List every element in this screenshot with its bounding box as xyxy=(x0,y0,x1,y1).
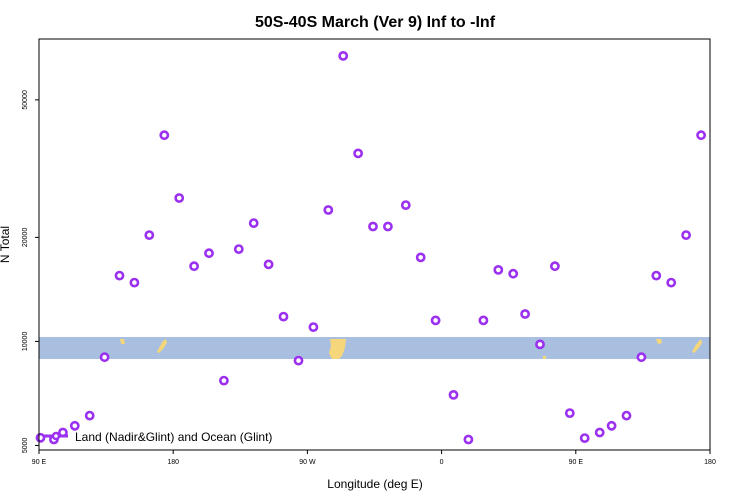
land-shape xyxy=(692,339,702,353)
data-point xyxy=(114,270,125,281)
data-point xyxy=(233,244,244,254)
data-point xyxy=(493,264,504,275)
y-tick-label: 5000 xyxy=(22,438,29,454)
data-point xyxy=(382,221,393,232)
y-tick-label: 50000 xyxy=(22,90,29,110)
data-point xyxy=(621,410,632,421)
data-point xyxy=(278,311,289,322)
plot-frame xyxy=(38,38,711,451)
data-point xyxy=(579,433,590,443)
data-point xyxy=(293,355,304,366)
land-shape xyxy=(120,339,125,344)
data-point xyxy=(189,261,199,272)
data-point xyxy=(636,352,647,363)
data-point xyxy=(308,322,319,332)
x-tick-label: 90 E xyxy=(32,459,47,466)
legend-point-marker xyxy=(51,431,61,441)
data-points xyxy=(35,51,706,445)
data-point xyxy=(218,375,229,386)
y-axis-label: N Total xyxy=(0,226,12,263)
land-shape xyxy=(543,356,546,359)
x-axis-label: Longitude (deg E) xyxy=(327,477,422,491)
legend-label: Land (Nadir&Glint) and Ocean (Glint) xyxy=(75,430,272,444)
data-point xyxy=(129,277,140,288)
data-point xyxy=(415,252,426,263)
data-point xyxy=(99,352,110,363)
data-point xyxy=(535,339,545,350)
data-point xyxy=(159,130,170,141)
data-point xyxy=(550,261,560,272)
data-point xyxy=(594,427,605,438)
data-point xyxy=(606,420,617,431)
y-tick-label: 20000 xyxy=(22,228,29,248)
land-shape xyxy=(656,339,662,344)
data-point xyxy=(448,389,459,400)
data-point xyxy=(353,148,363,159)
land-mask xyxy=(120,339,702,359)
data-point xyxy=(430,315,441,326)
data-point xyxy=(263,259,274,270)
reference-band-rect xyxy=(39,337,710,359)
data-point xyxy=(323,205,334,215)
data-point xyxy=(204,248,214,259)
data-point xyxy=(144,230,155,240)
data-point xyxy=(248,218,259,228)
data-point xyxy=(520,309,530,319)
data-point xyxy=(666,277,677,288)
land-shape xyxy=(157,339,167,353)
data-point xyxy=(69,420,80,431)
y-axis: 5000 10000 20000 50000 xyxy=(22,90,39,453)
chart-title: 50S-40S March (Ver 9) Inf to -Inf xyxy=(255,14,496,31)
data-point xyxy=(463,434,474,445)
x-tick-label: 90 W xyxy=(299,459,316,466)
data-point xyxy=(338,51,349,61)
data-point xyxy=(174,193,185,203)
x-tick-label: 90 E xyxy=(569,459,584,466)
data-point xyxy=(681,230,691,240)
x-tick-label: 0 xyxy=(440,459,444,466)
data-point xyxy=(564,408,575,418)
data-point xyxy=(478,315,489,326)
x-tick-label: 180 xyxy=(167,459,179,466)
data-point xyxy=(368,221,378,232)
data-point xyxy=(696,130,706,141)
reference-band xyxy=(39,337,710,359)
data-point xyxy=(35,432,46,443)
data-point xyxy=(400,200,411,210)
data-point xyxy=(508,268,519,279)
data-point xyxy=(651,270,662,281)
x-tick-label: 180 xyxy=(704,459,716,466)
x-axis: 90 E 180 90 W 0 90 E 180 xyxy=(32,450,716,466)
y-tick-label: 10000 xyxy=(22,332,29,352)
land-shape xyxy=(329,339,346,359)
legend: Land (Nadir&Glint) and Ocean (Glint) xyxy=(44,430,272,444)
data-point xyxy=(84,410,95,421)
